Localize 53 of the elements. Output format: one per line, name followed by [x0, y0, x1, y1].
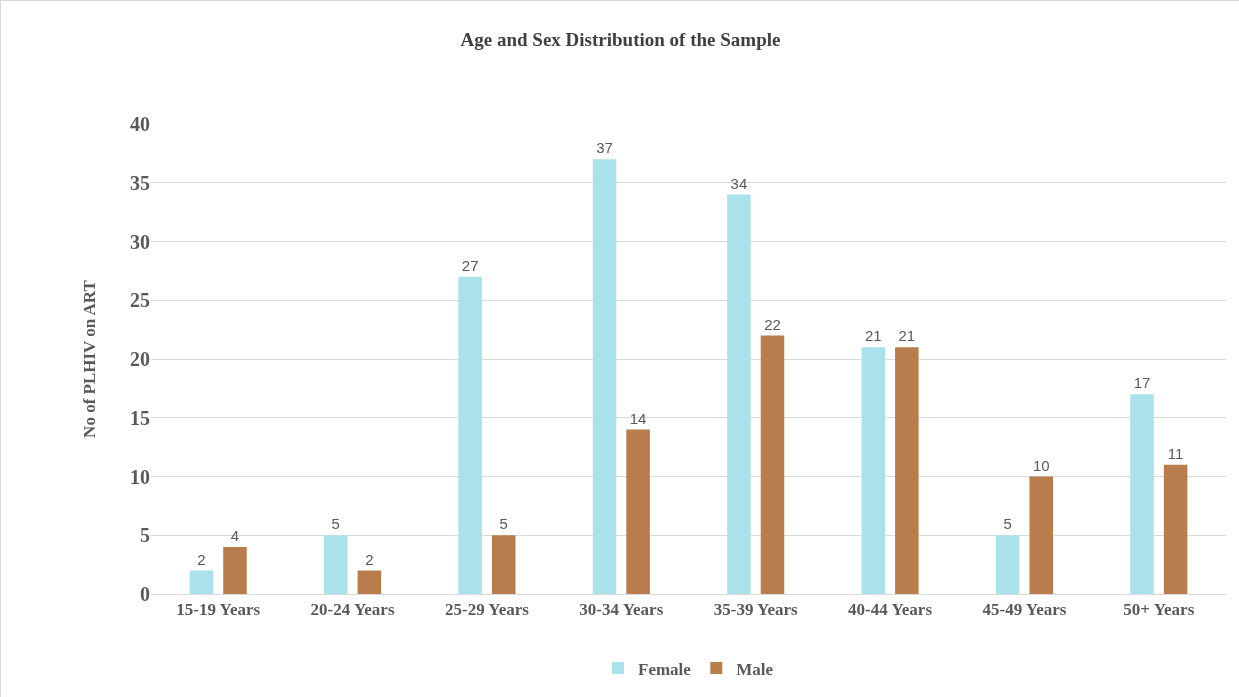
y-tick-label: 20	[130, 348, 150, 370]
bar	[1163, 464, 1188, 594]
y-tick-label: 35	[130, 171, 150, 194]
data-label: 17	[1133, 374, 1151, 392]
bar	[1130, 394, 1154, 594]
x-tick-label: 30-34 Years	[579, 600, 664, 620]
data-label: 22	[764, 315, 781, 333]
y-tick-label: 25	[130, 289, 150, 312]
x-tick-label: 50+ Years	[1123, 600, 1195, 620]
data-label: 5	[1003, 515, 1012, 533]
bar	[1029, 476, 1053, 594]
bar	[727, 194, 751, 594]
y-tick-label: 40	[130, 113, 150, 135]
x-tick-label: 25-29 Years	[444, 600, 530, 620]
bar	[324, 535, 348, 594]
bar	[357, 570, 382, 594]
data-label: 2	[365, 550, 374, 568]
x-tick-label: 45-49 Years	[982, 600, 1067, 620]
y-tick-label: 5	[140, 524, 150, 547]
bar	[592, 159, 617, 594]
chart-title: Age and Sex Distribution of the Sample	[460, 28, 781, 50]
data-label: 5	[331, 515, 340, 533]
legend-label: Male	[736, 659, 774, 679]
data-label: 5	[499, 515, 508, 533]
y-tick-label: 0	[140, 583, 150, 605]
x-tick-label: 40-44 Years	[848, 600, 933, 620]
x-tick-label: 15-19 Years	[176, 600, 261, 620]
data-label: 21	[898, 327, 916, 345]
data-label: 14	[629, 409, 647, 427]
bar	[626, 429, 650, 594]
bar	[861, 347, 886, 594]
data-label: 10	[1032, 456, 1050, 474]
bar	[223, 547, 247, 594]
legend-label: Female	[638, 659, 692, 679]
bar	[491, 535, 516, 594]
y-axis-title: No of PLHIV on ART	[79, 279, 99, 438]
bar	[760, 335, 785, 594]
y-tick-label: 15	[130, 406, 150, 429]
data-label: 21	[864, 327, 882, 345]
y-tick-label: 10	[130, 465, 150, 488]
x-tick-label: 35-39 Years	[713, 600, 799, 620]
bar	[995, 535, 1020, 594]
data-label: 4	[230, 527, 240, 544]
bar	[189, 570, 214, 594]
bar	[458, 276, 482, 594]
data-label: 37	[596, 139, 613, 157]
data-label: 34	[730, 174, 748, 192]
x-tick-label: 20-24 Years	[310, 600, 395, 620]
y-tick-label: 30	[130, 230, 150, 253]
data-label: 11	[1167, 444, 1184, 462]
bar	[895, 347, 919, 594]
data-label: 2	[197, 550, 206, 568]
data-label: 27	[461, 256, 479, 274]
